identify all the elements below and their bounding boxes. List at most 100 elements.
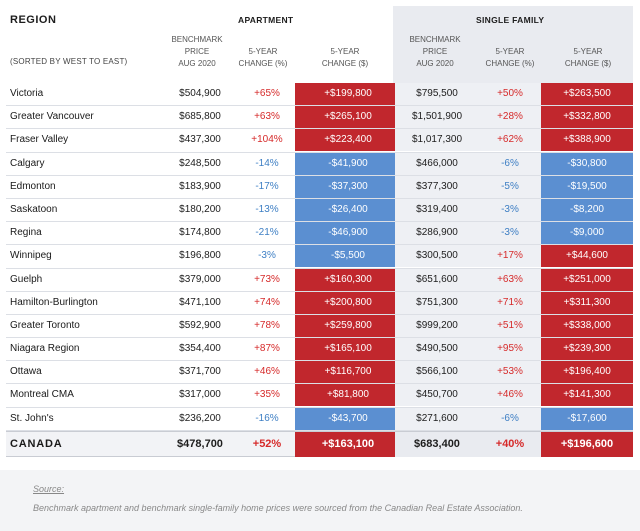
apt-price: $180,200 (179, 203, 221, 215)
apt-pct-change: -17% (255, 180, 279, 192)
source-label: Source: (33, 484, 65, 494)
table-row: Regina $174,800 -21% -$46,900 $286,900 -3% -$9… (6, 222, 633, 246)
sf-price: $1,017,300 (395, 129, 479, 152)
table-row: Montreal CMA $317,000 +35% +$81,800 $450,700… (6, 384, 633, 408)
apt-price: $379,000 (179, 273, 221, 285)
apt-dollar-change: +$116,700 (295, 361, 401, 384)
col-header-line: CHANGE (%) (238, 59, 288, 68)
apt-dollar-change: -$41,900 (295, 152, 401, 175)
region-name: Winnipeg (10, 250, 52, 262)
region-name: Guelph (10, 273, 43, 285)
apt-pct-change: +46% (254, 366, 280, 378)
sf-price: $490,500 (395, 338, 479, 361)
sf-pct-change: -3% (479, 198, 541, 221)
apt-price: $471,100 (179, 296, 221, 308)
apt-pct-change: -14% (255, 157, 279, 169)
sf-dollar-change: -$19,500 (541, 175, 633, 198)
sf-pct-change: +46% (479, 384, 541, 407)
sf-dollar-change: -$9,000 (541, 222, 633, 245)
table-row: Saskatoon $180,200 -13% -$26,400 $319,400 -3%… (6, 198, 633, 223)
sf-pct-change: +51% (479, 314, 541, 337)
sf-dollar-col-header: 5-YEAR CHANGE ($) (545, 46, 631, 70)
region-name: Victoria (10, 88, 44, 99)
sf-pct-change: +71% (479, 291, 541, 314)
table-row: Hamilton-Burlington $471,100 +74% +$200,800… (6, 291, 633, 315)
region-name: Saskatoon (10, 203, 58, 215)
apt-price: $685,800 (179, 111, 221, 123)
apt-pct-change: -3% (258, 250, 276, 262)
apt-dollar-change: +$163,100 (295, 431, 401, 457)
col-header-line: CHANGE (%) (485, 59, 535, 68)
apt-price: $183,900 (179, 180, 221, 192)
sf-price: $566,100 (395, 361, 479, 384)
region-name: Ottawa (10, 366, 42, 378)
region-header: REGION (10, 14, 57, 26)
sf-price: $651,600 (395, 268, 479, 291)
sf-price: $683,400 (395, 431, 479, 457)
source-text: Benchmark apartment and benchmark single… (33, 503, 523, 513)
sf-pct-change: +50% (479, 83, 541, 105)
region-name: Niagara Region (10, 343, 80, 355)
apt-pct-change: +87% (254, 343, 280, 355)
source-footer: Source: Benchmark apartment and benchmar… (0, 470, 640, 531)
apt-dollar-change: +$200,800 (295, 291, 401, 314)
apt-dollar-col-header: 5-YEAR CHANGE ($) (300, 46, 390, 70)
region-name: Greater Vancouver (10, 111, 94, 123)
apt-price: $248,500 (179, 157, 221, 169)
sf-price: $1,501,900 (395, 106, 479, 129)
region-name: Regina (10, 227, 42, 239)
sf-pct-change: +62% (479, 129, 541, 152)
apt-pct-change: +52% (252, 437, 282, 450)
apt-price: $196,800 (179, 250, 221, 262)
apt-price: $504,900 (179, 88, 221, 99)
apt-dollar-change: +$165,100 (295, 338, 401, 361)
region-name: St. John's (10, 412, 54, 424)
single-family-header: SINGLE FAMILY (476, 15, 545, 25)
sf-pct-change: +53% (479, 361, 541, 384)
sf-price: $751,300 (395, 291, 479, 314)
apt-price: $354,400 (179, 343, 221, 355)
table-row: Niagara Region $354,400 +87% +$165,100 $490,… (6, 338, 633, 362)
sf-price: $795,500 (395, 83, 479, 105)
apt-pct-change: -16% (255, 412, 279, 424)
price-table: Victoria $504,900 +65% +$199,800 $795,500 +50… (6, 83, 633, 457)
sf-pct-change: -6% (479, 407, 541, 430)
col-header-line: 5-YEAR (330, 47, 360, 56)
col-header-line: 5-YEAR (573, 47, 603, 56)
col-header-line: PRICE (184, 47, 210, 56)
apt-dollar-change: +$265,100 (295, 106, 401, 129)
apt-dollar-change: -$43,700 (295, 407, 401, 430)
apt-pct-change: +78% (254, 319, 280, 331)
apt-pct-change: +73% (254, 273, 280, 285)
table-row: Winnipeg $196,800 -3% -$5,500 $300,500 +17% +$… (6, 245, 633, 269)
sort-note: (SORTED BY WEST TO EAST) (10, 57, 128, 66)
sf-price: $286,900 (395, 222, 479, 245)
table-row: Greater Vancouver $685,800 +63% +$265,100 $1… (6, 106, 633, 130)
sf-pct-change: +95% (479, 338, 541, 361)
region-name: Calgary (10, 157, 45, 169)
apt-pct-change: -13% (255, 203, 279, 215)
apartment-header: APARTMENT (238, 15, 294, 25)
apt-price: $437,300 (179, 134, 221, 146)
sf-dollar-change: -$17,600 (541, 407, 633, 430)
apt-pct-change: +35% (254, 389, 280, 401)
sf-price-col-header: BENCHMARK PRICE AUG 2020 (397, 34, 473, 70)
apt-price: $317,000 (179, 389, 221, 401)
sf-dollar-change: +$44,600 (541, 245, 633, 268)
apt-pct-change: +63% (254, 111, 280, 123)
sf-price: $450,700 (395, 384, 479, 407)
apt-dollar-change: +$223,400 (295, 129, 401, 152)
table-row: Victoria $504,900 +65% +$199,800 $795,500 +50… (6, 83, 633, 107)
region-name: Fraser Valley (10, 134, 69, 146)
sf-price: $271,600 (395, 407, 479, 430)
apt-price-col-header: BENCHMARK PRICE AUG 2020 (160, 34, 234, 70)
sf-dollar-change: +$141,300 (541, 384, 633, 407)
apt-pct-change: -21% (255, 227, 279, 239)
apt-dollar-change: -$46,900 (295, 222, 401, 245)
sf-dollar-change: -$30,800 (541, 152, 633, 175)
apt-dollar-change: +$81,800 (295, 384, 401, 407)
col-header-line: 5-YEAR (495, 47, 525, 56)
apt-pct-change: +74% (254, 296, 280, 308)
total-row: CANADA $478,700 +52% +$163,100 $683,400 +40% +… (6, 430, 633, 457)
sf-price: $377,300 (395, 175, 479, 198)
